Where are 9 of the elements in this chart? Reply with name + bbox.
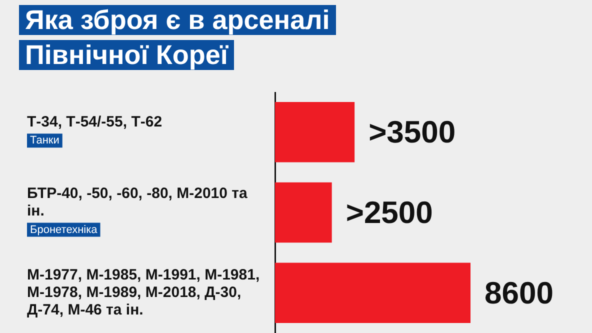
chart-title: Яка зброя є в арсеналі Північної Кореї <box>19 5 336 70</box>
text: Танки <box>30 134 60 147</box>
data-label: >2500 <box>346 195 433 230</box>
data-label: 8600 <box>484 275 554 310</box>
text: Бронетехніка <box>30 224 98 236</box>
y-tick-label: Т-34, Т-54/-55, Т-62 <box>27 113 162 130</box>
data-label: >3500 <box>368 114 456 150</box>
y-tick-label: БТР-40, -50, -60, -80, М-2010 та ін. <box>27 184 248 220</box>
y-tick-label: М-1977, М-1985, М-1991, М-1981, М-1978, М-1989, М-2018, Д-30, Д-74, М-46 та ін. <box>27 266 260 318</box>
